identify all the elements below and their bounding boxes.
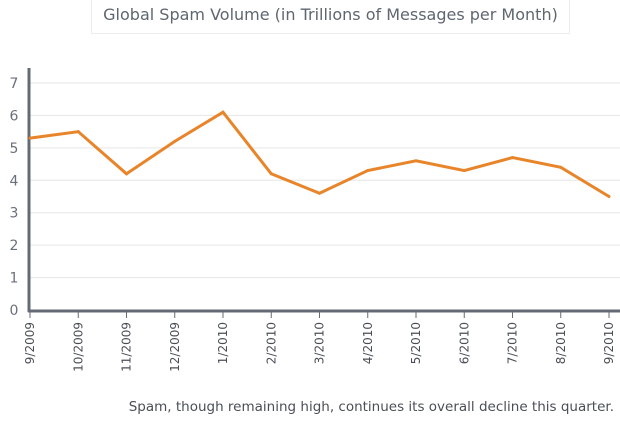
x-tick-label: 4/2010 (361, 322, 375, 364)
data-point (511, 156, 514, 160)
x-tick-label: 10/2009 (71, 322, 85, 372)
x-tick-label: 11/2009 (120, 322, 134, 372)
y-tick-label: 5 (10, 141, 19, 157)
x-tick-label: 9/2009 (23, 322, 37, 364)
data-point (462, 169, 466, 173)
data-point (269, 172, 273, 176)
y-tick-label: 0 (10, 303, 19, 319)
x-tick-label: 6/2010 (457, 322, 471, 364)
data-point (607, 195, 611, 198)
x-tick-label: 9/2010 (602, 322, 616, 364)
x-tick-label: 5/2010 (409, 322, 423, 364)
y-tick-label: 2 (10, 238, 19, 254)
series-line (29, 110, 610, 198)
data-point (28, 136, 32, 140)
x-tick-label: 12/2009 (168, 322, 182, 372)
x-tick-label: 8/2010 (554, 322, 568, 364)
data-point (318, 191, 321, 195)
x-tick-label: 1/2010 (216, 322, 230, 364)
x-tick-label: 3/2010 (313, 322, 327, 364)
y-tick-label: 7 (10, 76, 19, 92)
y-tick-label: 6 (10, 108, 19, 124)
y-tick-label: 3 (10, 206, 19, 222)
data-point (173, 139, 177, 143)
chart-caption: Spam, though remaining high, continues i… (128, 399, 614, 415)
x-tick-label: 7/2010 (506, 322, 520, 364)
data-point (366, 169, 370, 173)
data-point (559, 165, 563, 169)
line-chart: 0 1 2 3 4 5 6 7 9/2009 10/2009 11/2009 12/2009 1/201… (10, 68, 620, 372)
x-tick-label: 2/2010 (264, 322, 278, 364)
data-point (221, 110, 225, 114)
data-point (414, 159, 418, 163)
data-point (125, 172, 128, 176)
chart-title: Global Spam Volume (in Trillions of Mess… (91, 0, 570, 34)
data-point (76, 130, 80, 134)
y-tick-label: 1 (10, 271, 19, 287)
y-tick-label: 4 (10, 173, 19, 189)
